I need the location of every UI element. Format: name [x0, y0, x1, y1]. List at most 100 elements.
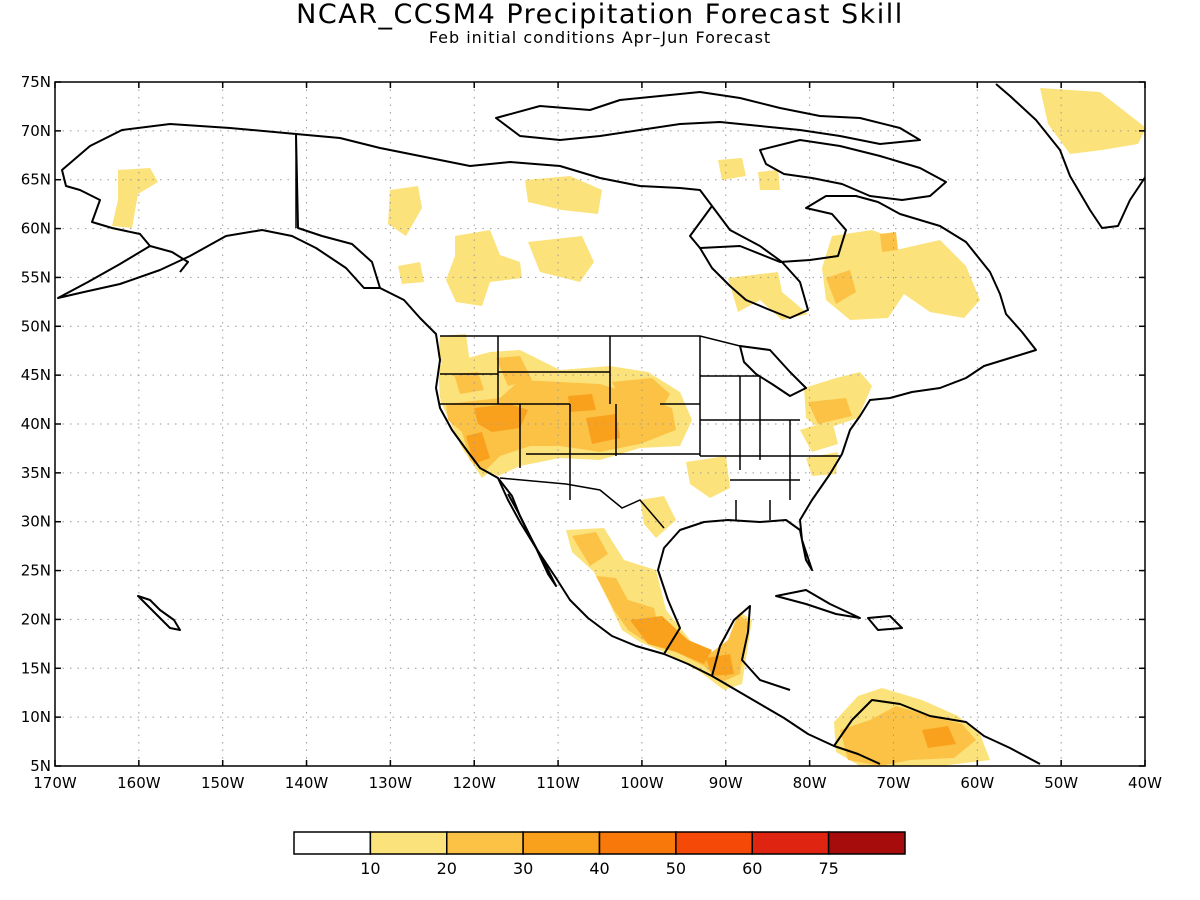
- shade-nunavut: [718, 158, 746, 180]
- shade-canada-central: [446, 230, 522, 306]
- lon-tick-label: 90W: [709, 774, 743, 792]
- border-us-canada: [440, 335, 741, 347]
- lon-tick-label: 40W: [1128, 774, 1162, 792]
- coast-great-lakes: [739, 345, 807, 397]
- coast-alaska: [57, 123, 381, 299]
- shade-texas: [640, 496, 676, 538]
- coast-yucatan: [711, 605, 791, 691]
- coast-hudson-bay: [699, 205, 809, 319]
- lat-tick-label: 35N: [21, 464, 51, 482]
- coast-alaska-peninsula: [149, 245, 189, 273]
- lon-tick-label: 170W: [33, 774, 77, 792]
- shade-bc-interior: [398, 262, 424, 284]
- shade-wyoming-core: [568, 394, 596, 412]
- lon-tick-label: 100W: [620, 774, 664, 792]
- colorbar-swatch: [446, 831, 524, 855]
- lon-tick-label: 150W: [201, 774, 245, 792]
- lat-tick-label: 25N: [21, 562, 51, 580]
- chart-title: NCAR_CCSM4 Precipitation Forecast Skill: [296, 0, 904, 30]
- shade-great-basin: [446, 380, 676, 470]
- border-states-west: [440, 336, 701, 500]
- colorbar-label: 60: [742, 859, 762, 878]
- lon-tick-label: 50W: [1044, 774, 1078, 792]
- chart-subtitle: Feb initial conditions Apr–Jun Forecast: [428, 28, 772, 47]
- shade-pennsylvania: [808, 398, 852, 424]
- lat-tick-label: 50N: [21, 317, 51, 335]
- shade-northern-canada: [525, 176, 602, 214]
- shade-baja: [572, 532, 608, 566]
- coast-greenland: [995, 83, 1145, 229]
- colorbar-swatch: [522, 831, 601, 855]
- lon-tick-label: 130W: [369, 774, 413, 792]
- lat-tick-label: 75N: [21, 73, 51, 91]
- coast-south-america: [833, 699, 1041, 765]
- shade-quebec: [822, 230, 980, 320]
- coastlines: [57, 83, 1145, 765]
- lat-tick-label: 60N: [21, 220, 51, 238]
- lon-tick-label: 70W: [877, 774, 911, 792]
- shade-manitoba: [528, 236, 594, 282]
- coast-hispaniola: [867, 615, 903, 631]
- colorbar-label: 20: [437, 859, 457, 878]
- coast-west-us: [379, 287, 881, 765]
- shade-labrador: [880, 232, 898, 252]
- lon-tick-label: 140W: [285, 774, 329, 792]
- political-borders: [295, 134, 840, 529]
- border-states-east: [700, 375, 840, 520]
- colorbar-swatch: [598, 831, 677, 855]
- border-us-mexico: [499, 477, 665, 529]
- shade-venezuela: [840, 706, 976, 766]
- shade-venezuela-core: [922, 726, 956, 748]
- lat-tick-label: 70N: [21, 122, 51, 140]
- lat-tick-label: 20N: [21, 610, 51, 628]
- lon-tick-label: 120W: [452, 774, 496, 792]
- shade-nevada-core: [474, 404, 528, 432]
- lat-tick-label: 55N: [21, 268, 51, 286]
- coast-hawaii: [137, 595, 181, 631]
- colorbar-label: 50: [666, 859, 686, 878]
- shade-greenland: [1040, 88, 1145, 154]
- shade-yukon: [388, 186, 422, 236]
- lon-tick-label: 80W: [793, 774, 827, 792]
- shade-lower-mississippi: [686, 456, 730, 498]
- shade-western-alaska: [112, 168, 158, 228]
- colorbar-swatch: [827, 831, 906, 855]
- axes: 170W 160W 150W 140W 130W 120W 110W 100W 90W 80W 70…: [21, 73, 1162, 792]
- shade-ontario-south: [728, 272, 808, 320]
- lat-tick-label: 40N: [21, 415, 51, 433]
- colorbar-swatch: [369, 831, 448, 855]
- colorbar-label: 10: [360, 859, 380, 878]
- lat-tick-label: 65N: [21, 171, 51, 189]
- coast-baja: [497, 477, 557, 587]
- shade-nebraska: [612, 378, 670, 412]
- coast-canada-north: [295, 133, 1037, 399]
- coast-cuba: [775, 589, 861, 619]
- lat-tick-label: 30N: [21, 513, 51, 531]
- shade-idaho: [496, 356, 532, 386]
- colorbar-label: 30: [513, 859, 533, 878]
- colorbar-swatch: [675, 831, 753, 855]
- shade-southern-mexico: [596, 576, 748, 682]
- skill-shading: [112, 88, 1145, 766]
- shade-oregon: [454, 372, 484, 394]
- lon-tick-label: 60W: [960, 774, 994, 792]
- lat-tick-label: 45N: [21, 366, 51, 384]
- shade-quebec-core: [826, 270, 856, 304]
- lat-lon-grid: [55, 82, 1145, 766]
- lat-tick-label: 10N: [21, 708, 51, 726]
- coast-baffin: [759, 139, 947, 201]
- coast-arctic-islands: [495, 91, 921, 145]
- lat-tick-label: 5N: [30, 757, 51, 775]
- colorbar-label: 40: [589, 859, 609, 878]
- colorbar-label: 75: [818, 859, 838, 878]
- colorbar-swatch: [751, 831, 830, 855]
- lon-tick-label: 110W: [536, 774, 580, 792]
- shade-mexico-core: [630, 616, 712, 664]
- shade-southeast-coast: [806, 452, 838, 476]
- colorbar-swatch: [293, 831, 372, 855]
- colorbar: 10 20 30 40 50 60 75: [293, 831, 906, 878]
- lat-tick-label: 15N: [21, 659, 51, 677]
- coast-gulf: [657, 397, 891, 655]
- lon-tick-label: 160W: [117, 774, 161, 792]
